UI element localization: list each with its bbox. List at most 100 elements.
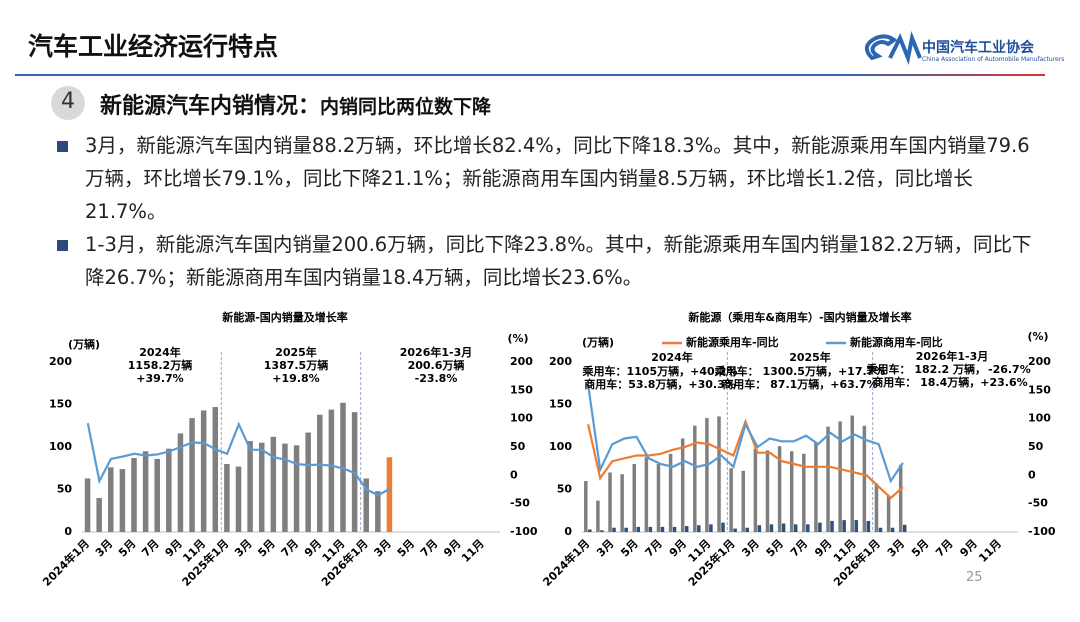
y2-tick-label: 100 — [510, 412, 533, 425]
y2-axis-label: (%) — [1027, 330, 1048, 343]
y2-tick-label: 200 — [510, 355, 533, 368]
bar — [608, 472, 612, 532]
line-series — [587, 418, 904, 500]
annotation: 1158.2万辆 — [128, 358, 192, 372]
section-title: 新能源汽车内销情况：内销同比两位数下降 — [100, 88, 491, 120]
bar — [305, 432, 311, 532]
annotation: 乘用车： 182.2 万辆， — [866, 362, 986, 376]
bar — [777, 446, 782, 532]
annotation: 2025年 — [275, 345, 317, 359]
y-axis-label: (万辆) — [68, 337, 100, 351]
bar — [818, 522, 822, 532]
bullet-text: 3月，新能源汽车国内销量88.2万辆，环比增长82.4%，同比下降18.3%。其… — [85, 134, 1030, 223]
annotation: -26.7% — [988, 363, 1031, 376]
bullet-marker — [57, 141, 68, 152]
bar — [769, 524, 774, 532]
y-tick-label: 200 — [549, 355, 572, 368]
y2-tick-label: 0 — [510, 468, 518, 481]
bar — [131, 458, 137, 532]
bar — [212, 407, 219, 532]
y-tick-label: 50 — [557, 483, 573, 496]
x-tick-label: 5月 — [909, 537, 931, 559]
bar — [270, 436, 277, 532]
annotation: 乘用车：1105万辆，+40.2% — [582, 364, 738, 378]
y2-tick-label: -100 — [510, 525, 538, 538]
bar — [154, 458, 160, 532]
bar — [793, 524, 798, 532]
annotation: 2025年 — [789, 350, 831, 364]
bar — [709, 524, 713, 532]
chart-title: 新能源（乘用车&商用车）-国内销量及增长率 — [688, 310, 911, 324]
bar — [866, 520, 871, 532]
bar — [596, 500, 600, 532]
bar — [902, 524, 907, 532]
line-series — [587, 384, 904, 484]
bar — [660, 526, 665, 532]
bar — [684, 526, 689, 532]
y2-tick-label: 200 — [1028, 355, 1051, 368]
bar — [588, 529, 592, 532]
bar — [830, 520, 834, 532]
bar — [898, 464, 903, 532]
section-title-text: 新能源汽车内销情况： — [100, 94, 321, 119]
bar — [806, 524, 810, 532]
y-tick-label: 0 — [564, 525, 572, 538]
annotation: +19.8% — [272, 372, 319, 385]
bar — [247, 441, 253, 532]
y2-tick-label: 150 — [510, 383, 533, 396]
bar — [814, 442, 818, 532]
bar — [741, 470, 745, 532]
x-tick-label: 2024年1月 — [540, 536, 593, 589]
bar — [765, 450, 770, 532]
header-rule — [15, 74, 1045, 76]
bar — [258, 442, 265, 532]
bar — [705, 418, 709, 532]
bar — [177, 433, 184, 532]
bar — [119, 469, 126, 532]
y-tick-label: 150 — [49, 398, 72, 411]
bar — [717, 416, 721, 532]
bar — [293, 445, 300, 532]
bar — [235, 466, 242, 532]
y-tick-label: 0 — [64, 525, 72, 538]
bar — [96, 498, 102, 532]
x-tick-label: 7月 — [418, 537, 440, 559]
x-tick-label: 3月 — [739, 537, 761, 559]
x-tick-label: 3月 — [93, 537, 115, 559]
header-title: 汽车工业经济运行特点 — [28, 32, 279, 61]
y-tick-label: 100 — [49, 440, 72, 453]
bar — [862, 425, 867, 532]
bullet-text: 1-3月，新能源汽车国内销量200.6万辆，同比下降23.8%。其中，新能源乘用… — [85, 233, 1032, 289]
bar — [108, 467, 114, 532]
x-tick-label: 3月 — [885, 537, 907, 559]
bar — [648, 526, 653, 532]
bar — [636, 526, 640, 532]
bar — [745, 527, 749, 532]
y2-tick-label: -50 — [510, 497, 530, 510]
y2-tick-label: -50 — [1028, 497, 1048, 510]
annotation: 1387.5万辆 — [264, 358, 328, 372]
bar — [375, 491, 381, 532]
bar — [612, 527, 616, 532]
annotation: +39.7% — [136, 372, 183, 385]
x-tick-label: 11月 — [976, 537, 1004, 565]
annotation: 200.6万辆 — [408, 358, 465, 372]
x-tick-label: 3月 — [232, 537, 254, 559]
bar — [789, 451, 794, 532]
x-tick-label: 3月 — [594, 537, 616, 559]
y-tick-label: 50 — [57, 483, 73, 496]
x-tick-label: 7月 — [279, 537, 301, 559]
x-tick-label: 5月 — [255, 537, 277, 559]
bar — [620, 474, 624, 532]
y2-tick-label: 0 — [1028, 468, 1036, 481]
bar — [632, 464, 636, 532]
bar — [328, 409, 335, 532]
bar — [753, 448, 758, 532]
page-number: 25 — [966, 570, 983, 585]
bar — [656, 464, 661, 532]
logo-subtext: China Association of Automobile Manufact… — [922, 56, 1065, 63]
bar — [802, 453, 806, 532]
bar — [874, 483, 879, 532]
y2-tick-label: 100 — [1028, 412, 1051, 425]
